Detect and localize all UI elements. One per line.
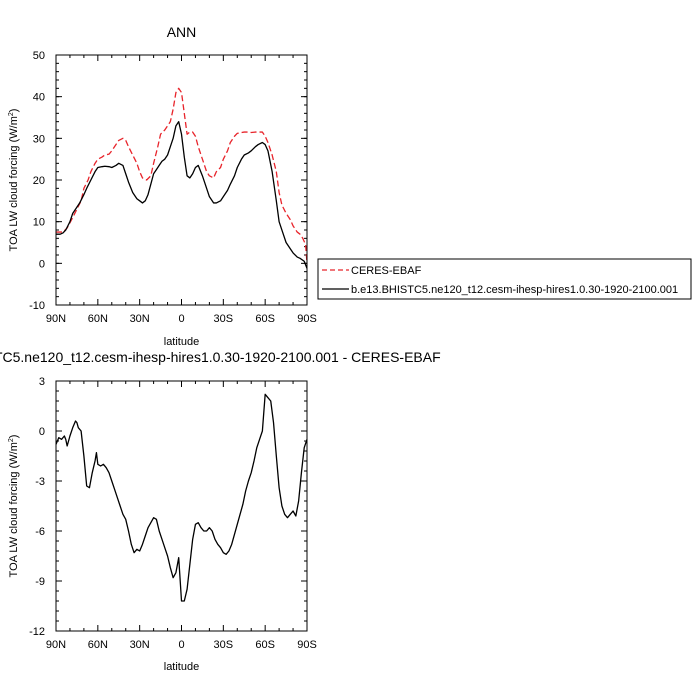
bottom-series-line-0	[55, 393, 308, 602]
bottom-y-tick-label-4: 0	[39, 426, 45, 438]
top-series-line-1	[56, 121, 308, 269]
bottom-y-tick-label-1: -9	[35, 576, 45, 588]
legend: CERES-EBAF b.e13.BHISTC5.ne120_t12.cesm-…	[317, 258, 692, 300]
top-series-layer	[56, 87, 308, 269]
top-y-axis-title: TOA LW cloud forcing (W/m2)	[8, 109, 20, 252]
bottom-y-tick-label-0: -12	[29, 626, 45, 638]
top-series-line-0	[56, 87, 308, 264]
bottom-y-tick-label-2: -6	[35, 526, 45, 538]
top-ticks-layer: 90N 60N 30N 0 30S 60S 90S -10 0 10 20 30 40 50	[29, 50, 317, 325]
bottom-y-tick-label-5: 3	[39, 376, 45, 388]
bottom-y-tick-label-3: -3	[35, 476, 45, 488]
panel-difference: b.e13.BHISTC5.ne120_t12.cesm-ihesp-hires…	[0, 349, 441, 673]
top-y-tick-label-4: 30	[33, 133, 45, 145]
top-x-tick-label-6: 90S	[297, 313, 317, 325]
legend-label-ceres: CERES-EBAF	[351, 265, 422, 277]
bottom-ticks-layer: 90N 60N 30N 0 30S 60S 90S -12 -9 -6 -3 0 3	[29, 376, 317, 651]
top-x-tick-label-4: 30S	[214, 313, 234, 325]
top-y-tick-label-1: 0	[39, 258, 45, 270]
top-y-tick-label-5: 40	[33, 92, 45, 104]
top-y-tick-label-3: 20	[33, 175, 45, 187]
legend-label-model: b.e13.BHISTC5.ne120_t12.cesm-ihesp-hires…	[351, 284, 678, 296]
top-y-tick-label-6: 50	[33, 50, 45, 62]
top-x-axis-title: latitude	[164, 336, 199, 348]
bottom-x-tick-label-2: 30N	[130, 639, 150, 651]
bottom-plot-frame	[55, 380, 308, 632]
top-plot-frame	[55, 54, 308, 306]
top-x-tick-label-3: 0	[178, 313, 184, 325]
bottom-y-axis-title: TOA LW cloud forcing (W/m2)	[8, 435, 20, 578]
bottom-x-tick-label-4: 30S	[214, 639, 234, 651]
top-y-tick-label-2: 10	[33, 217, 45, 229]
top-x-tick-label-2: 30N	[130, 313, 150, 325]
bottom-x-tick-label-0: 90N	[46, 639, 66, 651]
chart-title-difference: b.e13.BHISTC5.ne120_t12.cesm-ihesp-hires…	[0, 349, 441, 365]
panel-annual-cloud-forcing: ANN 90N 60N 30N 0 30S 60S 90S -10 0 10 20 30 40 50 la…	[8, 24, 317, 348]
chart-title-ann: ANN	[167, 24, 197, 40]
bottom-series-layer	[55, 393, 308, 602]
bottom-x-tick-label-3: 0	[178, 639, 184, 651]
top-y-tick-label-0: -10	[29, 300, 45, 312]
bottom-x-axis-title: latitude	[164, 661, 199, 673]
legend-box	[317, 258, 692, 300]
bottom-x-tick-label-1: 60N	[88, 639, 108, 651]
top-x-tick-label-0: 90N	[46, 313, 66, 325]
top-x-tick-label-1: 60N	[88, 313, 108, 325]
top-x-tick-label-5: 60S	[255, 313, 275, 325]
bottom-x-tick-label-5: 60S	[255, 639, 275, 651]
bottom-x-tick-label-6: 90S	[297, 639, 317, 651]
